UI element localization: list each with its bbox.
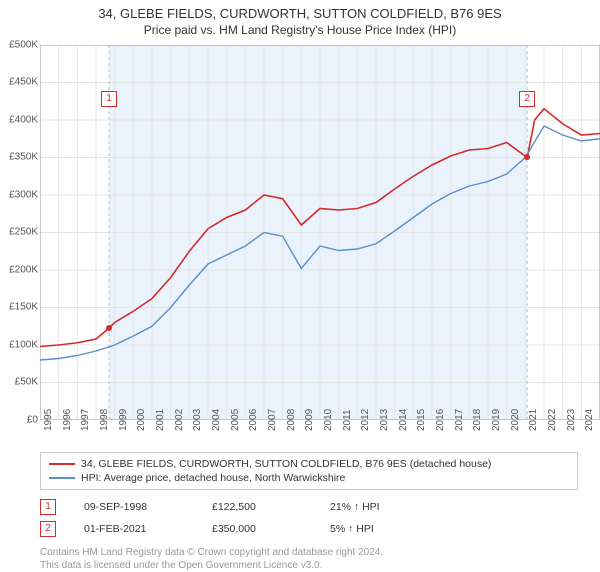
xtick-label: 1998 xyxy=(99,409,110,431)
legend-swatch xyxy=(49,463,75,465)
event-price: £350,000 xyxy=(212,523,302,535)
footer-attribution: Contains HM Land Registry data © Crown c… xyxy=(40,546,600,572)
legend-swatch xyxy=(49,477,75,479)
xtick-label: 1996 xyxy=(62,409,73,431)
xtick-label: 2000 xyxy=(136,409,147,431)
event-pct: 21% ↑ HPI xyxy=(330,501,425,513)
xtick-label: 2003 xyxy=(192,409,203,431)
chart-area: 12£0£50K£100K£150K£200K£250K£300K£350K£4… xyxy=(40,45,600,420)
ytick-label: £300K xyxy=(0,189,38,200)
legend-box: 34, GLEBE FIELDS, CURDWORTH, SUTTON COLD… xyxy=(40,452,578,490)
xtick-label: 2021 xyxy=(528,409,539,431)
event-date: 01-FEB-2021 xyxy=(84,523,184,535)
event-date: 09-SEP-1998 xyxy=(84,501,184,513)
events-table: 1 09-SEP-1998 £122,500 21% ↑ HPI 2 01-FEB-202… xyxy=(40,496,560,540)
xtick-label: 1999 xyxy=(118,409,129,431)
xtick-label: 2010 xyxy=(323,409,334,431)
legend-item: HPI: Average price, detached house, Nort… xyxy=(49,471,569,485)
ytick-label: £350K xyxy=(0,152,38,163)
xtick-label: 2013 xyxy=(379,409,390,431)
xtick-label: 2017 xyxy=(454,409,465,431)
xtick-label: 2020 xyxy=(510,409,521,431)
event-row: 2 01-FEB-2021 £350,000 5% ↑ HPI xyxy=(40,518,560,540)
xtick-label: 2018 xyxy=(472,409,483,431)
xtick-label: 2002 xyxy=(174,409,185,431)
xtick-label: 2019 xyxy=(491,409,502,431)
xtick-label: 2004 xyxy=(211,409,222,431)
legend-label: 34, GLEBE FIELDS, CURDWORTH, SUTTON COLD… xyxy=(81,458,491,470)
ytick-label: £0 xyxy=(0,414,38,425)
xtick-label: 2007 xyxy=(267,409,278,431)
chart-subtitle: Price paid vs. HM Land Registry's House … xyxy=(0,23,600,45)
legend-label: HPI: Average price, detached house, Nort… xyxy=(81,472,345,484)
ytick-label: £100K xyxy=(0,339,38,350)
xtick-label: 2014 xyxy=(398,409,409,431)
xtick-label: 2024 xyxy=(584,409,595,431)
ytick-label: £250K xyxy=(0,227,38,238)
event-marker-box: 2 xyxy=(40,521,56,537)
price-marker-1: 1 xyxy=(101,91,117,107)
xtick-label: 2012 xyxy=(360,409,371,431)
xtick-label: 2001 xyxy=(155,409,166,431)
xtick-label: 2005 xyxy=(230,409,241,431)
xtick-label: 2022 xyxy=(547,409,558,431)
xtick-label: 2006 xyxy=(248,409,259,431)
price-point-2 xyxy=(524,154,530,160)
ytick-label: £50K xyxy=(0,377,38,388)
legend-item: 34, GLEBE FIELDS, CURDWORTH, SUTTON COLD… xyxy=(49,457,569,471)
ytick-label: £500K xyxy=(0,39,38,50)
xtick-label: 2015 xyxy=(416,409,427,431)
event-pct: 5% ↑ HPI xyxy=(330,523,425,535)
ytick-label: £400K xyxy=(0,114,38,125)
event-price: £122,500 xyxy=(212,501,302,513)
ytick-label: £150K xyxy=(0,302,38,313)
ytick-label: £200K xyxy=(0,264,38,275)
footer-line-2: This data is licensed under the Open Gov… xyxy=(40,559,600,572)
xtick-label: 1995 xyxy=(43,409,54,431)
xtick-label: 2009 xyxy=(304,409,315,431)
ytick-label: £450K xyxy=(0,77,38,88)
price-marker-2: 2 xyxy=(519,91,535,107)
xtick-label: 2008 xyxy=(286,409,297,431)
footer-line-1: Contains HM Land Registry data © Crown c… xyxy=(40,546,600,559)
chart-svg xyxy=(40,45,600,420)
page-root: 34, GLEBE FIELDS, CURDWORTH, SUTTON COLD… xyxy=(0,0,600,560)
chart-title: 34, GLEBE FIELDS, CURDWORTH, SUTTON COLD… xyxy=(0,0,600,23)
price-point-1 xyxy=(106,325,112,331)
xtick-label: 2011 xyxy=(342,409,353,431)
xtick-label: 2023 xyxy=(566,409,577,431)
xtick-label: 1997 xyxy=(80,409,91,431)
event-row: 1 09-SEP-1998 £122,500 21% ↑ HPI xyxy=(40,496,560,518)
event-marker-box: 1 xyxy=(40,499,56,515)
xtick-label: 2016 xyxy=(435,409,446,431)
